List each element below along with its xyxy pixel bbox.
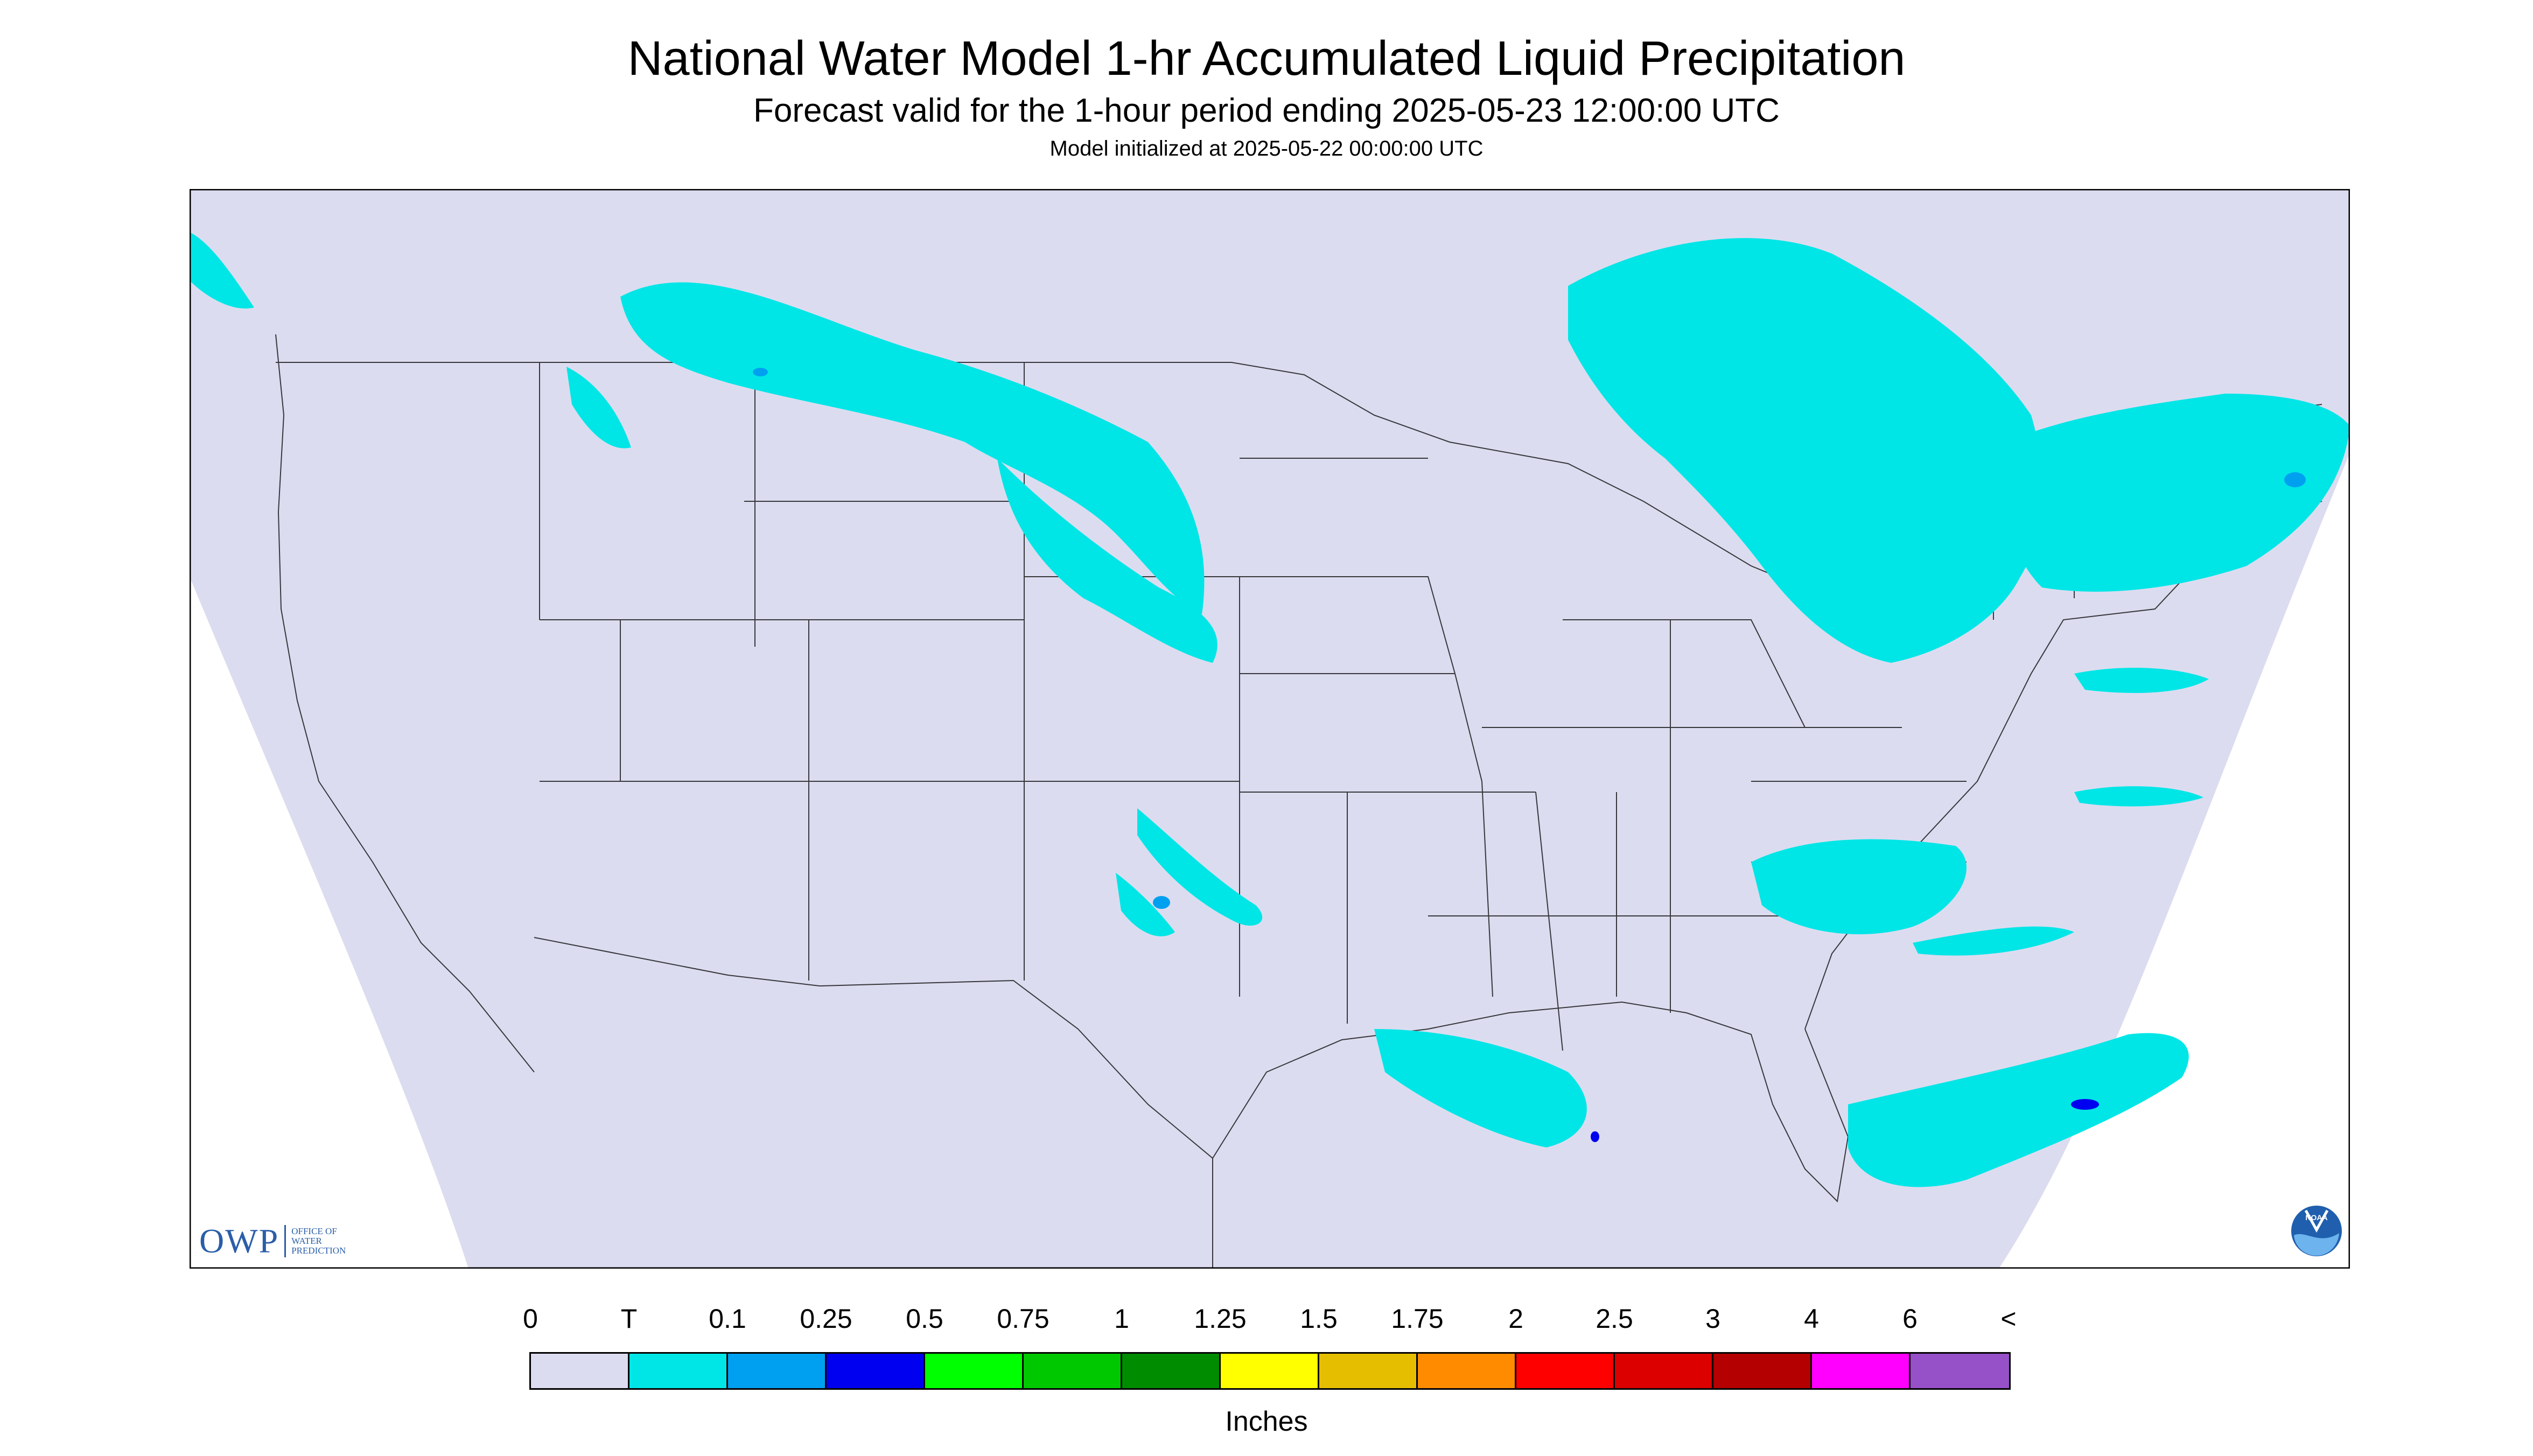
legend-swatch <box>1615 1354 1713 1388</box>
owp-text-line: PREDICTION <box>291 1245 346 1256</box>
precip-pacific-nw <box>190 232 254 309</box>
owp-text-line: WATER <box>291 1236 322 1246</box>
legend-tick-label: 6 <box>1902 1304 1918 1334</box>
precip-cell-maine <box>2284 472 2306 487</box>
precip-washington <box>566 367 631 449</box>
legend-tick-label: 2 <box>1508 1304 1523 1334</box>
owp-logo: OWP OFFICE OF WATER PREDICTION <box>199 1222 346 1260</box>
precip-moderate-cells <box>753 368 2306 909</box>
precip-oklahoma-band <box>1137 808 1263 926</box>
legend-tick-label: < <box>2000 1304 2017 1334</box>
map-subtitle: Forecast valid for the 1-hour period end… <box>753 92 1780 129</box>
legend-tick-label: 1.25 <box>1194 1304 1247 1334</box>
map-frame <box>190 189 2350 1269</box>
legend-swatch <box>629 1354 728 1388</box>
precipitation-map <box>190 189 2350 1269</box>
map-title: National Water Model 1-hr Accumulated Li… <box>627 32 1906 86</box>
precip-cell-texas <box>1153 896 1170 909</box>
legend-labels: 0 T 0.1 0.25 0.5 0.75 1 1.25 1.5 1.75 2 2.5 3 4 6 < <box>0 1303 2533 1341</box>
owp-office-text: OFFICE OF WATER PREDICTION <box>291 1227 346 1256</box>
legend-tick-label: 0.5 <box>906 1304 943 1334</box>
legend-tick-label: T <box>620 1304 638 1334</box>
precip-carolinas <box>1751 839 1967 935</box>
legend-tick-label: 1.5 <box>1300 1304 1338 1334</box>
precip-heavy-cells <box>1591 1099 2099 1142</box>
precip-new-england <box>1993 394 2350 592</box>
noaa-logo-wave <box>2294 1233 2339 1256</box>
legend-tick-label: 0.75 <box>997 1304 1049 1334</box>
precip-cell-gulf <box>1591 1131 1599 1142</box>
mexico-border <box>534 937 1213 1269</box>
legend-tick-label: 0.25 <box>800 1304 852 1334</box>
legend-swatch <box>925 1354 1024 1388</box>
legend-swatch <box>1319 1354 1418 1388</box>
legend-tick-label: 3 <box>1705 1304 1720 1334</box>
owp-divider <box>284 1225 286 1257</box>
precip-montana-band <box>620 282 1205 614</box>
legend-tick-label: 0.1 <box>709 1304 746 1334</box>
legend-swatch <box>728 1354 827 1388</box>
legend-swatch <box>1122 1354 1221 1388</box>
precip-trace-areas <box>190 232 2350 1187</box>
precip-great-lakes <box>1568 238 2042 663</box>
legend-tick-label: 0 <box>523 1304 538 1334</box>
legend-tick-label: 4 <box>1804 1304 1819 1334</box>
legend-swatch <box>827 1354 925 1388</box>
legend-units: Inches <box>1225 1406 1308 1437</box>
legend-tick-label: 2.5 <box>1596 1304 1633 1334</box>
state-lines-central <box>1024 362 1805 1051</box>
legend-swatch <box>1713 1354 1812 1388</box>
noaa-logo-bird <box>2304 1209 2329 1233</box>
noaa-logo: NOAA <box>2290 1205 2343 1257</box>
domain-outside-left <box>190 577 468 1269</box>
domain-outside-right <box>1999 453 2350 1269</box>
precip-florida-atlantic <box>1848 1033 2189 1187</box>
legend-swatch <box>531 1354 629 1388</box>
legend-swatch <box>1812 1354 1911 1388</box>
precip-cell-montana <box>753 368 768 376</box>
owp-wordmark: OWP <box>199 1222 279 1260</box>
legend-tick-label: 1 <box>1114 1304 1129 1334</box>
precip-nebraska-band <box>997 458 1217 663</box>
precip-cell-atlantic <box>2071 1099 2099 1110</box>
legend-tick-label: 1.75 <box>1391 1304 1444 1334</box>
legend-swatch <box>1911 1354 2009 1388</box>
pacific-coast <box>275 334 535 1073</box>
noaa-logo-text: NOAA <box>2305 1213 2327 1222</box>
model-init-label: Model initialized at 2025-05-22 00:00:00… <box>1049 137 1484 160</box>
legend-swatch <box>1516 1354 1615 1388</box>
precip-gulf-cells <box>1374 1029 1587 1147</box>
owp-text-line: OFFICE OF <box>291 1226 337 1236</box>
precip-texas-cell <box>1116 873 1175 936</box>
legend-swatch <box>1221 1354 1319 1388</box>
gulf-coast <box>1212 1001 1849 1203</box>
legend-color-bar <box>529 1352 2011 1390</box>
legend-swatch <box>1024 1354 1122 1388</box>
legend-swatch <box>1418 1354 1516 1388</box>
